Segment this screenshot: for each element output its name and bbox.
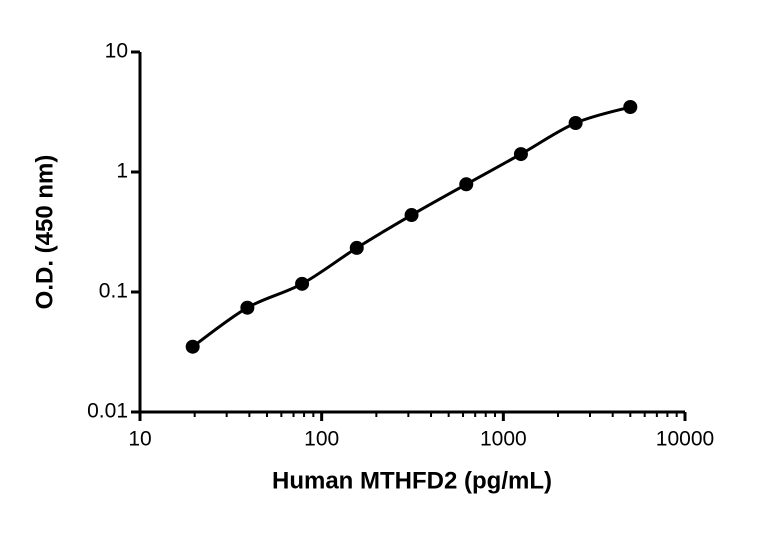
data-point [240,300,255,315]
y-tick-label: 0.01 [87,400,128,423]
x-tick-label: 100 [304,428,339,451]
y-tick-label: 10 [105,40,128,63]
y-axis-title: O.D. (450 nm) [31,155,58,310]
y-tick-label: 1 [116,160,128,183]
data-point [185,339,200,354]
fit-curve [191,105,631,348]
data-point [295,276,310,291]
data-point [623,100,638,115]
y-tick-label: 0.1 [99,280,128,303]
x-axis-title: Human MTHFD2 (pg/mL) [272,467,552,494]
data-point [404,208,419,223]
data-point [568,116,583,131]
x-tick-label: 10 [128,428,151,451]
x-tick-label: 1000 [480,428,527,451]
data-point [513,147,528,162]
data-point [349,240,364,255]
data-point [459,177,474,192]
x-tick-label: 10000 [656,428,714,451]
